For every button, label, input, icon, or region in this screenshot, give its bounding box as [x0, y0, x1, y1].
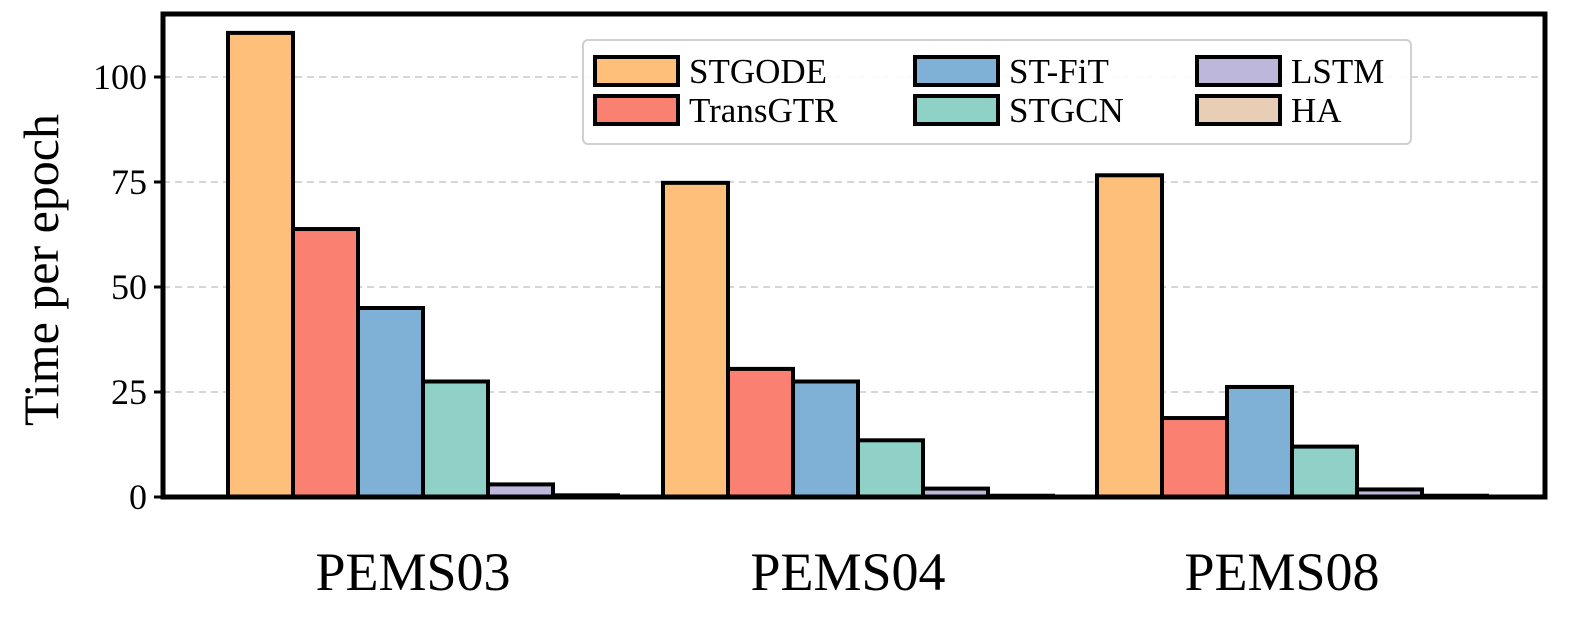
- x-category-label: PEMS08: [1184, 542, 1379, 602]
- legend-swatch-transgtr: [593, 94, 680, 126]
- y-axis-title: Time per epoch: [13, 114, 69, 426]
- legend-label: ST-FiT: [1009, 52, 1109, 91]
- y-tick-label: 0: [129, 477, 147, 517]
- x-category-label: PEMS03: [315, 542, 510, 602]
- bar-stgode-pems08: [1095, 173, 1164, 499]
- legend-label: HA: [1291, 91, 1342, 130]
- bar-st-fit-pems04: [791, 379, 860, 499]
- x-category-label: PEMS04: [750, 542, 945, 602]
- bar-st-fit-pems08: [1225, 384, 1294, 499]
- legend-label: STGCN: [1009, 91, 1124, 130]
- y-tick-label: 25: [111, 372, 147, 412]
- bar-transgtr-pems08: [1160, 416, 1229, 500]
- legend-label: LSTM: [1291, 52, 1384, 91]
- legend-swatch-stgcn: [913, 94, 1000, 126]
- legend-label: STGODE: [689, 52, 827, 91]
- y-tick-label: 75: [111, 162, 147, 202]
- legend-swatch-ha: [1195, 94, 1282, 126]
- legend-swatch-stgode: [593, 55, 680, 87]
- bar-stgcn-pems04: [856, 438, 925, 499]
- bar-stgode-pems04: [661, 180, 730, 499]
- y-tick-label: 100: [93, 57, 147, 97]
- y-axis-ticks: 0 25 50 75 100: [93, 57, 163, 517]
- legend-swatch-st-fit: [913, 55, 1000, 87]
- y-tick-label: 50: [111, 267, 147, 307]
- x-axis-labels: PEMS03 PEMS04 PEMS08: [315, 542, 1379, 602]
- bar-stgcn-pems03: [421, 379, 490, 499]
- legend-swatch-lstm: [1195, 55, 1282, 87]
- legend-label: TransGTR: [689, 91, 838, 130]
- bar-transgtr-pems03: [291, 227, 360, 499]
- bar-stgcn-pems08: [1290, 444, 1359, 500]
- bar-transgtr-pems04: [726, 366, 795, 499]
- bar-st-fit-pems03: [356, 306, 425, 499]
- bar-stgode-pems03: [226, 30, 295, 500]
- plot-frame: [160, 11, 1548, 500]
